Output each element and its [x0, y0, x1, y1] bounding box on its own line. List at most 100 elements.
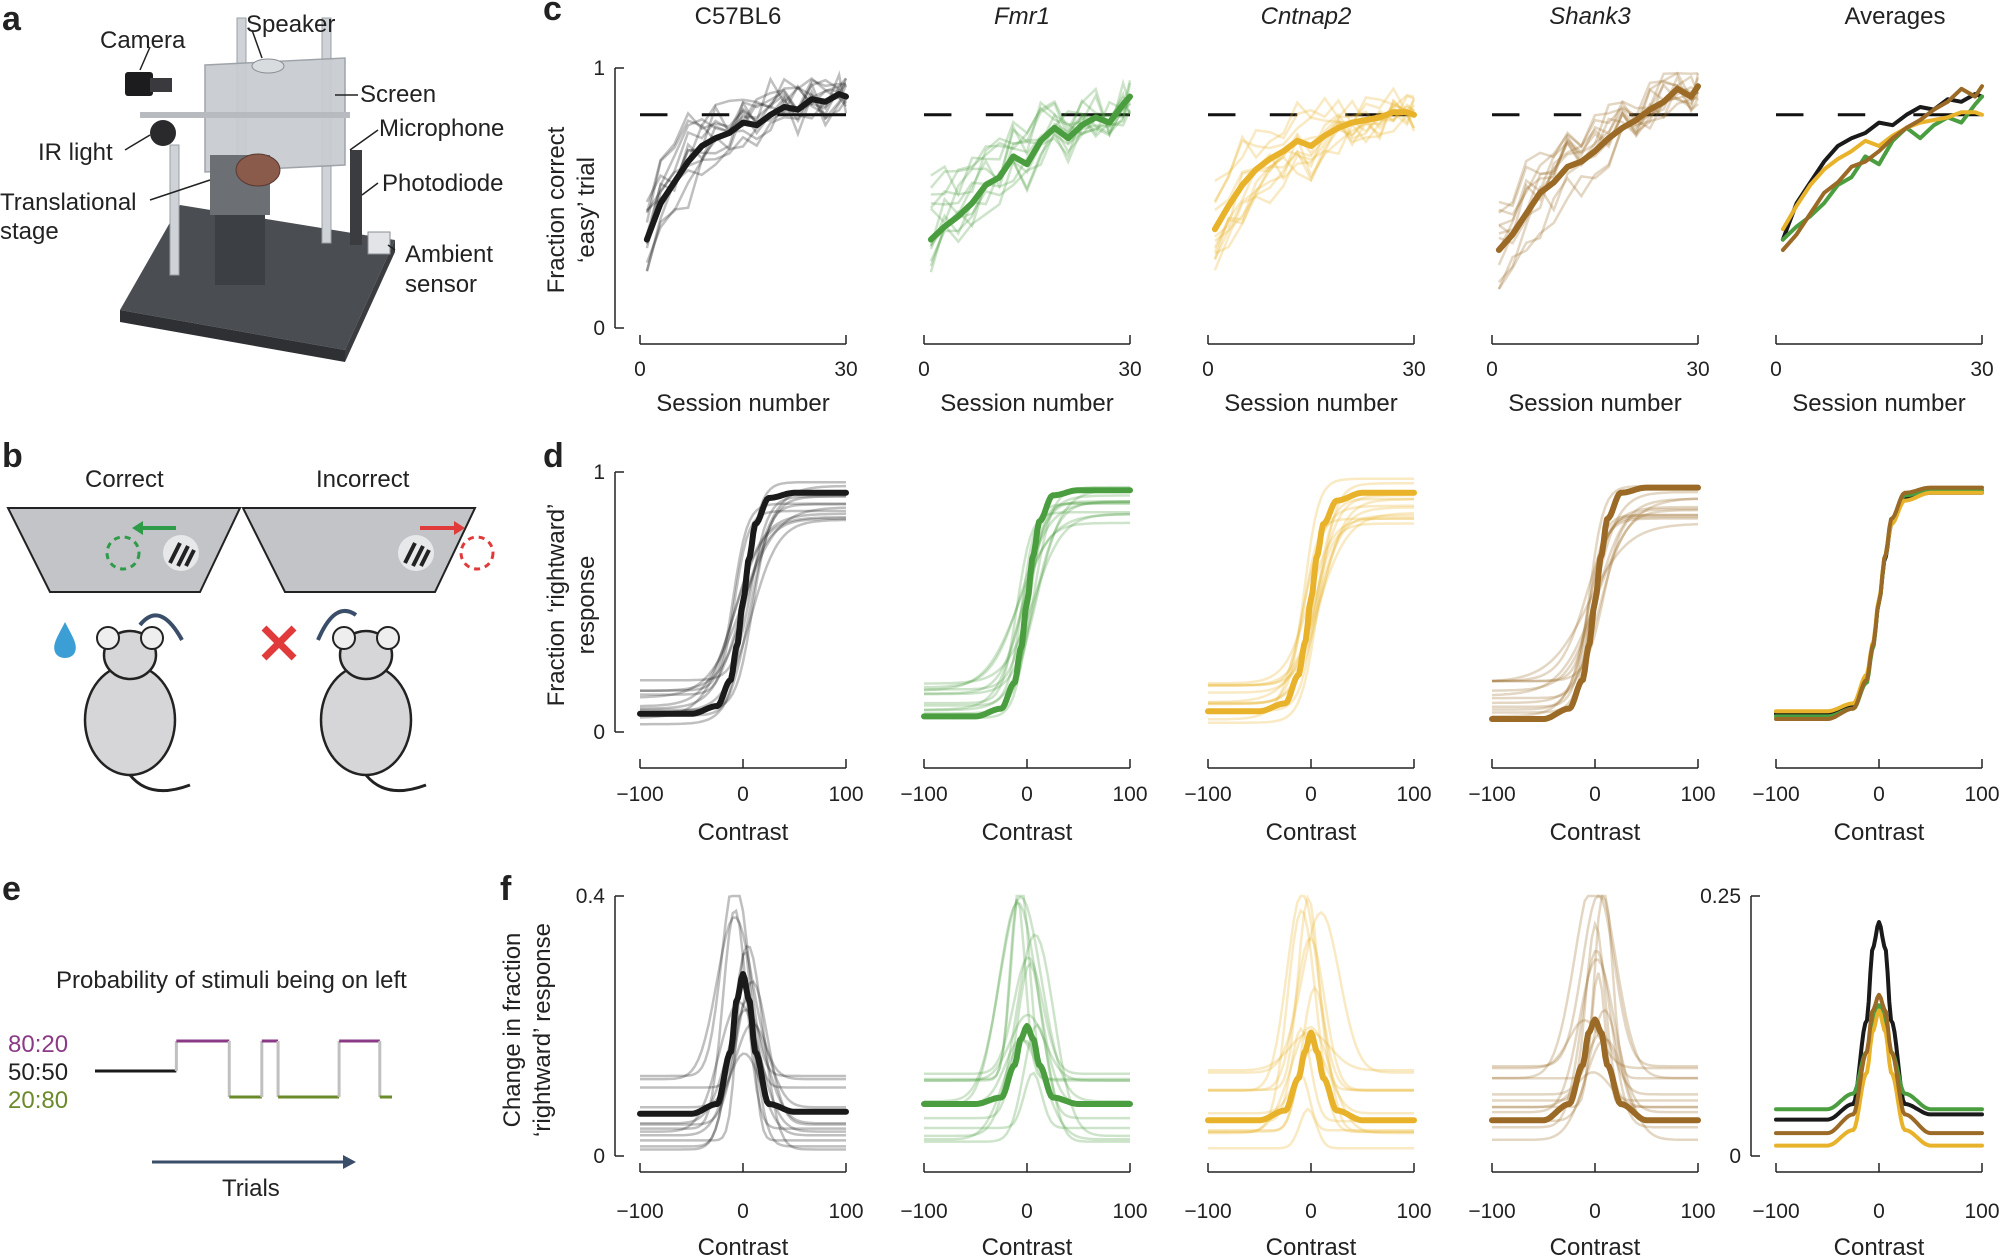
chart-f-shank3: −100 0 100 Contrast [1468, 894, 1716, 1258]
individual-trace [929, 96, 1131, 273]
individual-trace [640, 944, 846, 1151]
individual-trace [1208, 514, 1414, 687]
chart-f-c57bl6: −100 0 100 Contrast 0 0.4 [576, 885, 864, 1258]
callout-photodiode: Photodiode [382, 170, 503, 197]
individual-trace [1498, 71, 1700, 238]
y-tick-label: 1 [593, 461, 605, 484]
x-axis-label: Contrast [982, 1234, 1073, 1258]
individual-trace [924, 898, 1130, 1081]
rig-wheel [235, 153, 281, 187]
callout-ir-light: IR light [38, 139, 113, 166]
series-shank3 [1495, 83, 1701, 253]
individual-trace [1492, 894, 1698, 1080]
callout-speaker: Speaker [246, 11, 335, 38]
individual-trace [1208, 936, 1414, 1092]
trials-arrow-head [343, 1155, 356, 1169]
individual-trace [640, 1052, 846, 1137]
leader-photodiode [361, 182, 379, 196]
chart-f-averages: −100 0 100 Contrast 0 0.25 [1700, 885, 1999, 1258]
series-cntnap2 [1774, 1008, 1984, 1148]
x-tick-label: −100 [1184, 783, 1231, 806]
turn-arrow-correct [138, 613, 184, 641]
leader-ambient [387, 244, 396, 251]
arrow-left-head [132, 521, 143, 535]
x-tick-label: 0 [1202, 358, 1214, 381]
individual-trace [1208, 894, 1414, 1092]
individual-trace [1492, 1032, 1698, 1096]
individual-trace [930, 82, 1132, 198]
individual-trace [640, 502, 846, 692]
series-cntnap2 [1211, 109, 1417, 233]
individual-trace [929, 78, 1132, 189]
x-tick-label: 0 [737, 1200, 749, 1223]
series-cntnap2 [1205, 489, 1417, 715]
individual-trace [645, 82, 847, 236]
chart-d-shank3: −100 0 100 Contrast [1468, 484, 1716, 846]
arrow-right-head [454, 521, 465, 535]
individual-trace [929, 99, 1131, 209]
x-tick-label: −100 [1752, 783, 1799, 806]
chart-d-fmr1: −100 0 100 Contrast [900, 485, 1148, 846]
trials-label: Trials [222, 1175, 280, 1202]
individual-trace [640, 894, 846, 1078]
level-label-5050: 50:50 [8, 1059, 68, 1086]
level-label-2080: 20:80 [8, 1087, 68, 1114]
x-axis-label: Contrast [1834, 819, 1925, 846]
y-tick-label: 1 [593, 57, 605, 80]
y-tick-label: 0 [593, 317, 605, 340]
individual-trace [1208, 1073, 1414, 1132]
x-tick-label: 0 [918, 358, 930, 381]
x-tick-label: −100 [1468, 783, 1515, 806]
level-label-8020: 80:20 [8, 1031, 68, 1058]
cross-icon [261, 625, 297, 661]
rig-post-left [169, 144, 180, 276]
column-title-fmr1: Fmr1 [994, 3, 1050, 30]
individual-trace [1492, 920, 1698, 1102]
individual-trace [924, 1071, 1130, 1130]
leader-stage [149, 179, 211, 201]
panel-label-f: f [500, 870, 512, 908]
individual-trace [1492, 972, 1698, 1109]
individual-trace [1492, 513, 1698, 683]
individual-trace [1208, 1107, 1414, 1150]
chart-d-averages: −100 0 100 Contrast [1752, 485, 2000, 846]
target-circle-correct [105, 535, 141, 571]
x-axis-label: Contrast [1266, 819, 1357, 846]
rig-tower [215, 215, 265, 285]
individual-trace [640, 495, 846, 726]
individual-trace [645, 70, 848, 245]
individual-trace [640, 1022, 846, 1109]
series-c57bl6 [1774, 920, 1984, 1122]
x-tick-label: 30 [1402, 358, 1425, 381]
target-circle-incorrect [459, 535, 495, 571]
x-tick-label: 30 [1970, 358, 1993, 381]
individual-trace [930, 96, 1131, 196]
x-axis-label: Contrast [1550, 1234, 1641, 1258]
individual-trace [1213, 98, 1415, 249]
individual-trace [1208, 911, 1414, 1074]
screen-incorrect [241, 507, 477, 593]
x-tick-label: 100 [1396, 1200, 1431, 1223]
x-tick-label: 100 [828, 783, 863, 806]
x-tick-label: 0 [1770, 358, 1782, 381]
x-axis-label: Session number [1508, 390, 1681, 417]
x-axis-label: Contrast [698, 1234, 789, 1258]
rig-crossbar [140, 112, 350, 118]
callout-stage: stage [0, 218, 59, 245]
f-ylabel-line1: Change in fraction [499, 933, 526, 1128]
individual-trace [1208, 504, 1414, 721]
label-incorrect: Incorrect [316, 466, 410, 493]
panel-label-c: c [543, 0, 562, 28]
individual-trace [1208, 477, 1414, 704]
y-tick-label: 0.4 [576, 885, 606, 908]
individual-trace [924, 1013, 1130, 1082]
individual-trace [924, 1023, 1130, 1143]
chart-d-cntnap2: −100 0 100 Contrast [1184, 477, 1432, 846]
individual-trace [1492, 894, 1698, 1068]
individual-trace [924, 894, 1130, 1082]
individual-trace [1497, 74, 1700, 251]
